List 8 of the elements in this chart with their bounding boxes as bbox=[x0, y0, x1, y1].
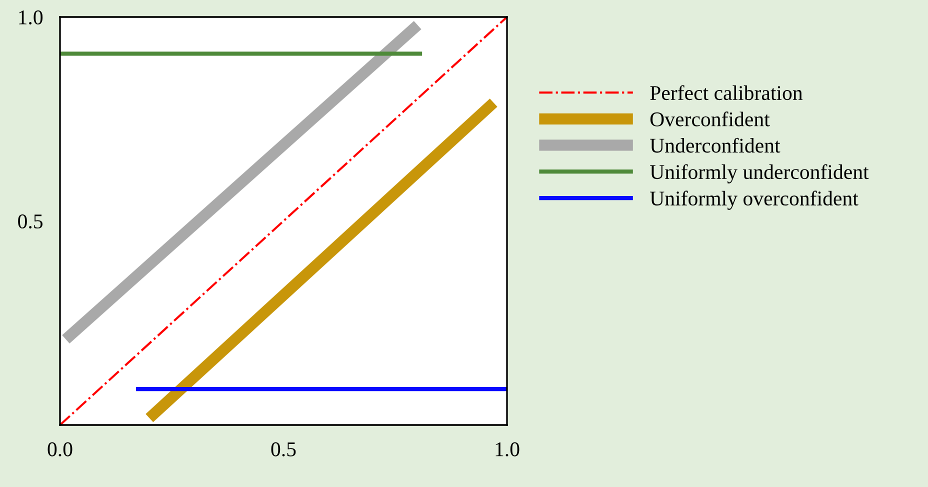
legend-label: Overconfident bbox=[650, 112, 770, 126]
legend-label: Underconfident bbox=[650, 138, 780, 153]
x-tick-label: 1.0 bbox=[496, 442, 520, 456]
legend-label: Uniformly overconfident bbox=[650, 190, 858, 210]
legend-label: Uniformly underconfident bbox=[650, 164, 869, 184]
legend-label: Perfect calibration bbox=[650, 85, 803, 100]
x-tick-label: 0.5 bbox=[271, 442, 296, 456]
x-tick-label: 0.0 bbox=[48, 442, 72, 456]
